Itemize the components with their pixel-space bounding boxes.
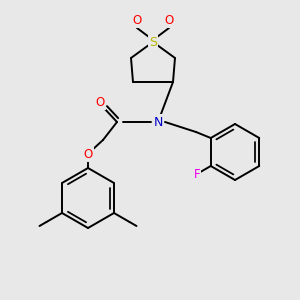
Text: F: F bbox=[194, 167, 200, 181]
Text: O: O bbox=[132, 14, 142, 26]
Text: O: O bbox=[164, 14, 174, 26]
Text: N: N bbox=[153, 116, 163, 128]
Text: O: O bbox=[83, 148, 93, 160]
Text: O: O bbox=[95, 95, 105, 109]
Text: S: S bbox=[149, 35, 157, 49]
